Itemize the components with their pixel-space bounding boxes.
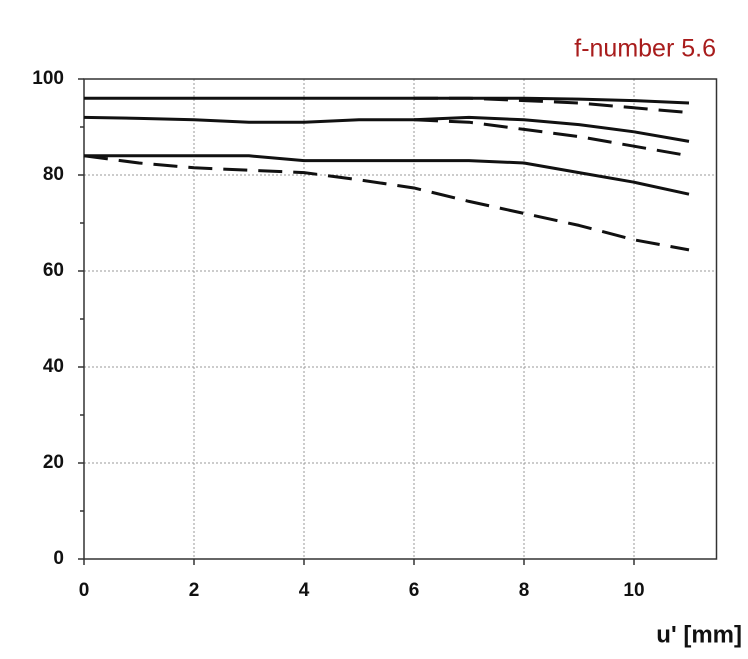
line-series xyxy=(414,96,690,115)
line-series xyxy=(83,154,690,252)
plot-area xyxy=(84,79,717,559)
x-tick-label: 2 xyxy=(189,580,200,601)
x-tick-label: 8 xyxy=(519,580,530,601)
plot-frame xyxy=(83,78,718,560)
y-tick-label: 60 xyxy=(43,260,64,281)
y-tick-label: 80 xyxy=(43,164,64,185)
line-series xyxy=(84,96,690,105)
x-axis-label: u' [mm] xyxy=(656,621,742,648)
line-series xyxy=(83,115,690,143)
x-tick-label: 6 xyxy=(409,580,420,601)
x-tick-label: 10 xyxy=(623,580,644,601)
y-tick-label: 20 xyxy=(43,452,64,473)
x-tick-label: 0 xyxy=(79,580,90,601)
y-tick-label: 0 xyxy=(53,548,64,569)
line-series xyxy=(84,154,690,196)
y-tick-label: 40 xyxy=(43,356,64,377)
line-series xyxy=(413,118,690,158)
x-tick-label: 4 xyxy=(299,580,310,601)
chart-title: f-number 5.6 xyxy=(574,35,716,63)
y-tick-label: 100 xyxy=(32,68,64,89)
